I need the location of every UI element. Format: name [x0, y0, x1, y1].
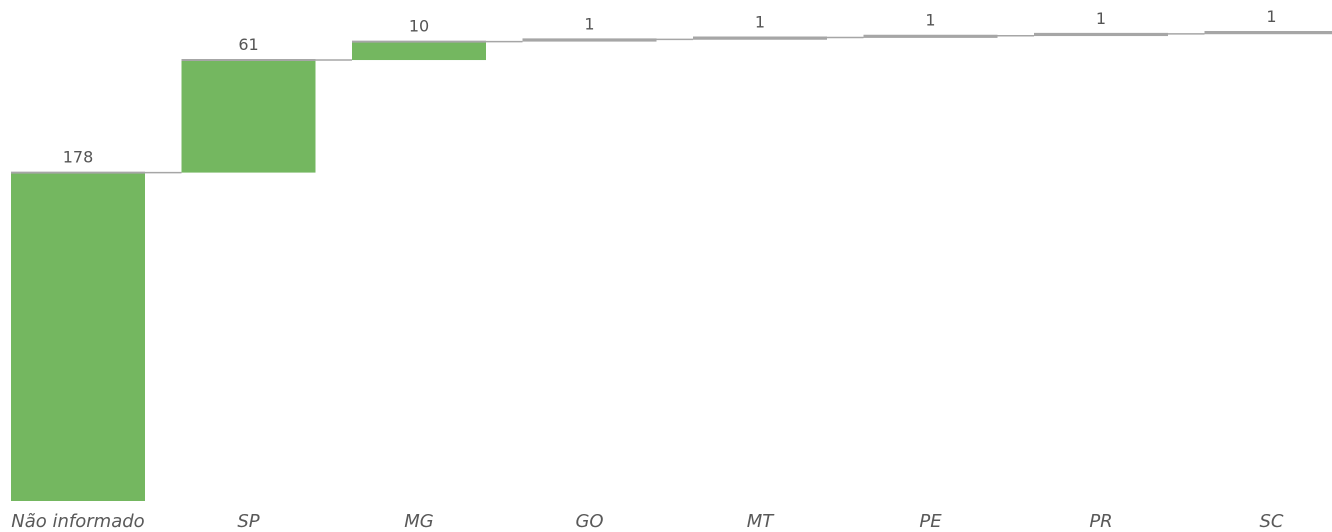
category-label-4: MT — [747, 511, 776, 532]
bar-6 — [1034, 33, 1168, 37]
bars-layer — [11, 32, 1332, 501]
category-labels-layer: Não informado SP MG GO MT PE PR SC — [11, 511, 1284, 532]
category-label-2: MG — [404, 511, 434, 532]
bar-5 — [863, 35, 998, 38]
bar-2 — [352, 41, 486, 61]
value-label-3: 1 — [584, 14, 594, 33]
category-label-1: SP — [237, 511, 259, 532]
category-label-0: Não informado — [11, 511, 144, 532]
bar-0 — [11, 172, 145, 501]
value-labels-layer: 178 61 10 1 1 1 1 1 — [63, 7, 1277, 167]
value-label-0: 178 — [63, 148, 94, 167]
value-label-2: 10 — [409, 17, 429, 36]
value-label-5: 1 — [925, 11, 935, 30]
bar-1 — [181, 60, 316, 173]
category-label-3: GO — [575, 511, 603, 532]
bar-3 — [522, 39, 657, 42]
bar-4 — [693, 37, 827, 40]
category-label-6: PR — [1089, 511, 1112, 532]
value-label-4: 1 — [755, 13, 765, 32]
bar-7 — [1204, 32, 1332, 35]
connectors-layer — [11, 31, 1332, 174]
category-label-7: SC — [1260, 511, 1284, 532]
value-label-6: 1 — [1096, 9, 1106, 28]
value-label-7: 1 — [1266, 7, 1276, 26]
category-label-5: PE — [919, 511, 942, 532]
value-label-1: 61 — [238, 35, 258, 54]
